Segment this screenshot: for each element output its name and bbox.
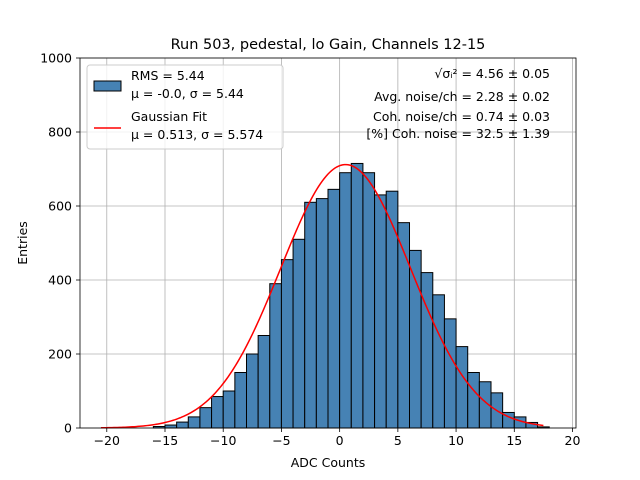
histogram-bar <box>280 259 294 429</box>
x-tick-label: 15 <box>506 433 522 448</box>
x-tick-label: 20 <box>565 433 581 448</box>
histogram-bar <box>199 407 213 429</box>
annotation-line-2: Avg. noise/ch = 2.28 ± 0.02 <box>374 89 550 104</box>
histogram-bar <box>269 283 282 429</box>
legend-entry-2-line2: μ = 0.513, σ = 5.574 <box>131 127 263 142</box>
histogram-bar <box>339 172 352 429</box>
histogram-bar <box>443 318 457 429</box>
annotation-line-4: [%] Coh. noise = 32.5 ± 1.39 <box>366 126 550 141</box>
histogram-bar <box>385 190 399 429</box>
y-tick-label: 400 <box>48 273 72 288</box>
histogram-bar <box>420 272 434 429</box>
legend-entry-1-line1: RMS = 5.44 <box>131 68 205 83</box>
legend-entry-1-line2: μ = -0.0, σ = 5.44 <box>131 86 244 101</box>
histogram-bar <box>257 335 271 429</box>
x-tick-label: 0 <box>336 433 344 448</box>
y-axis-label: Entries <box>15 221 30 265</box>
legend-entry-2-line1: Gaussian Fit <box>131 109 207 124</box>
x-tick-label: 10 <box>448 433 464 448</box>
gaussian-fit-curve <box>100 163 544 429</box>
histogram-bar <box>467 372 480 429</box>
histogram-bars <box>152 162 550 429</box>
histogram-bar <box>211 396 224 429</box>
x-tick-label: −20 <box>94 433 120 448</box>
plot-frame <box>79 57 577 429</box>
histogram-bar <box>432 294 445 429</box>
histogram-bar <box>304 201 317 429</box>
annotation-line-1: √σᵢ² = 4.56 ± 0.05 <box>434 66 550 81</box>
histogram-bar <box>327 188 341 429</box>
histogram-bar <box>176 421 189 429</box>
y-tick-label: 800 <box>48 125 72 140</box>
histogram-bar <box>245 353 259 429</box>
histogram-bar <box>455 346 469 429</box>
histogram-bar <box>315 198 329 429</box>
y-tick-label: 1000 <box>40 51 72 66</box>
x-tick-label: −5 <box>272 433 290 448</box>
annotation-block: √σᵢ² = 4.56 ± 0.05 Avg. noise/ch = 2.28 … <box>366 66 550 141</box>
x-axis-label: ADC Counts <box>291 455 366 470</box>
histogram-bar <box>350 162 364 429</box>
histogram-bar <box>222 390 236 429</box>
chart-title: Run 503, pedestal, lo Gain, Channels 12-… <box>171 37 486 53</box>
legend-histogram-patch <box>93 80 122 92</box>
histogram-bar <box>362 172 376 429</box>
histogram-bar <box>292 238 306 429</box>
histogram-bar <box>409 249 422 429</box>
x-tick-label: −15 <box>152 433 178 448</box>
histogram-bar <box>187 416 201 429</box>
histogram-bar <box>374 194 387 429</box>
legend: RMS = 5.44 μ = -0.0, σ = 5.44 Gaussian F… <box>86 64 284 150</box>
legend-box <box>86 64 284 150</box>
y-tick-label: 600 <box>48 199 72 214</box>
x-tick-label: −10 <box>210 433 236 448</box>
x-tick-label: 5 <box>394 433 402 448</box>
histogram-bar <box>164 424 178 429</box>
y-tick-label: 0 <box>64 421 72 436</box>
y-tick-label: 200 <box>48 347 72 362</box>
histogram-bar <box>397 222 411 429</box>
annotation-line-3: Coh. noise/ch = 0.74 ± 0.03 <box>373 109 550 124</box>
histogram-bar <box>234 372 247 429</box>
